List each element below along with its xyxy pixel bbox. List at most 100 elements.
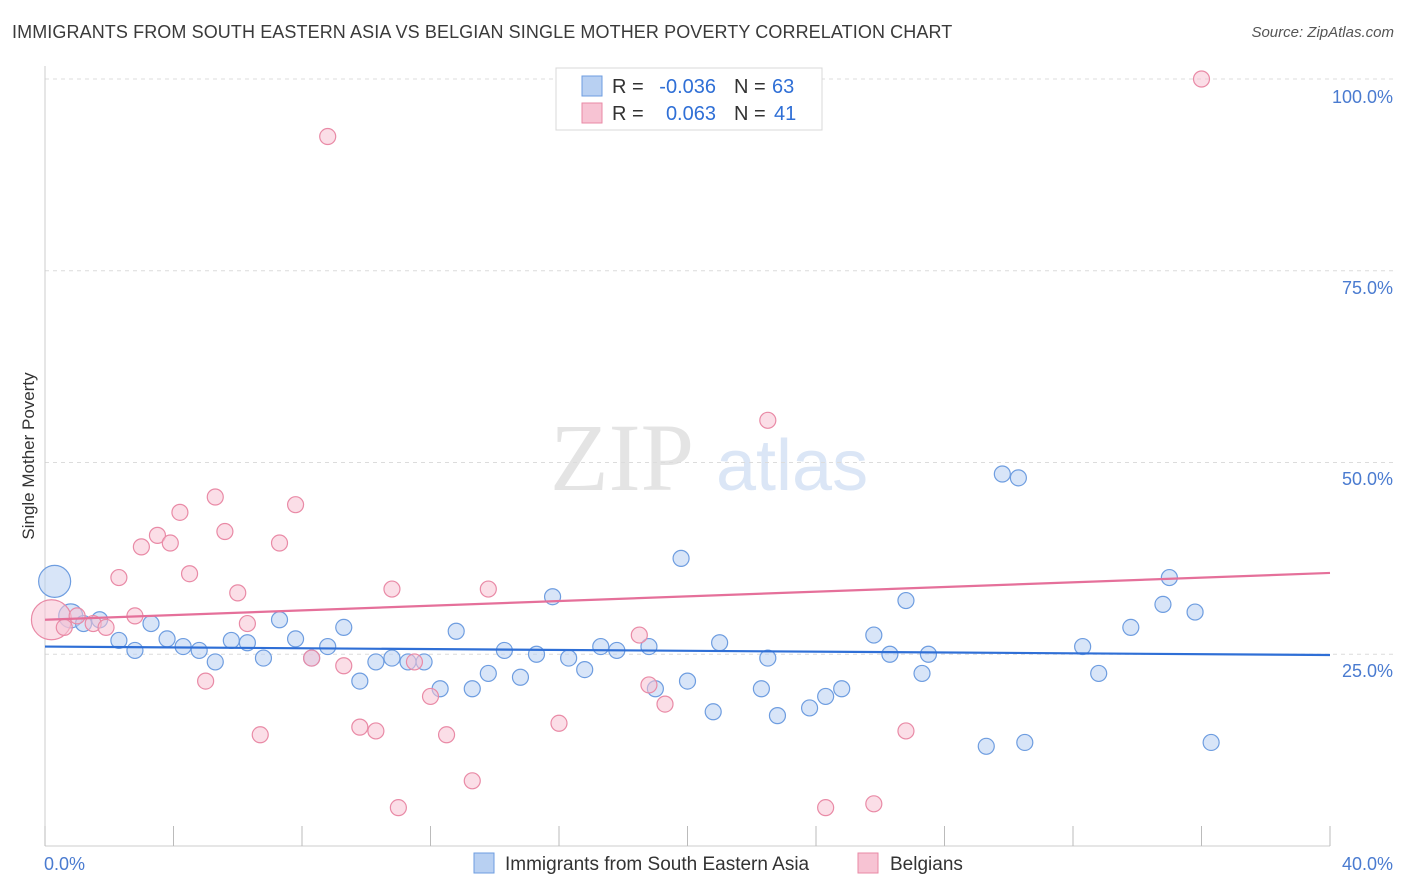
point-immigrants-7 <box>158 630 176 648</box>
series-belgians <box>30 70 1211 817</box>
point-belgians-35 <box>656 695 674 713</box>
point-belgians-32 <box>550 714 568 732</box>
point-immigrants-58 <box>1090 664 1108 683</box>
bottom-legend-label-pink: Belgians <box>890 854 963 875</box>
point-belgians-29 <box>437 726 456 744</box>
point-belgians-33 <box>630 626 648 644</box>
point-immigrants-34 <box>592 637 610 656</box>
trend-lines <box>44 571 1331 657</box>
point-immigrants-17 <box>319 637 337 656</box>
point-belgians-5 <box>110 568 128 587</box>
legend-n-label-1: N = <box>734 76 766 98</box>
point-belgians-30 <box>463 772 481 790</box>
point-immigrants-39 <box>678 672 697 690</box>
legend-n-value-1: 63 <box>772 76 794 98</box>
legend-swatch-pink <box>581 102 603 124</box>
point-immigrants-5 <box>126 641 144 660</box>
legend-swatch-blue <box>581 75 603 97</box>
point-belgians-17 <box>251 726 269 744</box>
bottom-legend-label-blue: Immigrants from South Eastern Asia <box>505 854 810 875</box>
point-immigrants-40 <box>704 703 722 721</box>
point-belgians-9 <box>161 534 179 552</box>
legend-r-label-1: R = <box>612 76 644 98</box>
trend-line-blue <box>44 645 1331 657</box>
point-immigrants-38 <box>672 549 690 567</box>
point-belgians-36 <box>759 411 777 429</box>
trend-line-pink <box>44 571 1331 621</box>
bottom-legend-swatch-blue <box>473 852 495 874</box>
point-immigrants-60 <box>1154 595 1172 613</box>
point-immigrants-33 <box>576 660 594 679</box>
legend-r-value-1: -0.036 <box>659 76 716 98</box>
point-immigrants-13 <box>254 649 273 667</box>
point-immigrants-41 <box>711 634 729 652</box>
point-belgians-39 <box>897 722 915 740</box>
point-immigrants-15 <box>286 630 305 648</box>
point-immigrants-45 <box>800 699 819 717</box>
point-immigrants-57 <box>1074 637 1092 656</box>
y-tick-label-100: 100.0% <box>1332 87 1393 107</box>
point-immigrants-21 <box>383 649 401 667</box>
point-belgians-12 <box>197 672 215 690</box>
point-immigrants-4 <box>110 631 128 650</box>
axes <box>44 66 1331 847</box>
point-belgians-19 <box>286 496 305 514</box>
point-belgians-24 <box>367 722 385 740</box>
point-belgians-4 <box>97 618 115 637</box>
point-belgians-37 <box>817 799 835 817</box>
point-immigrants-0 <box>38 564 72 598</box>
series-legend: Immigrants from South Eastern Asia Belgi… <box>473 852 963 875</box>
point-immigrants-32 <box>560 649 578 667</box>
legend-r-label-2: R = <box>612 103 644 125</box>
y-tick-label-50: 50.0% <box>1342 469 1393 489</box>
point-belgians-25 <box>383 580 401 598</box>
point-immigrants-59 <box>1122 618 1140 637</box>
point-immigrants-47 <box>833 680 851 698</box>
legend-n-value-2: 41 <box>774 103 796 125</box>
bottom-legend-swatch-pink <box>857 852 879 874</box>
point-belgians-18 <box>270 534 289 552</box>
point-immigrants-43 <box>759 649 777 667</box>
point-belgians-14 <box>216 522 234 541</box>
point-belgians-34 <box>640 676 658 694</box>
point-immigrants-53 <box>977 737 995 755</box>
point-immigrants-50 <box>897 591 915 610</box>
point-belgians-15 <box>229 584 247 602</box>
correlation-legend: R = -0.036 N = 63 R = 0.063 N = 41 <box>555 67 823 131</box>
point-belgians-10 <box>171 503 189 521</box>
point-belgians-27 <box>405 653 424 671</box>
point-belgians-2 <box>68 607 86 625</box>
x-tick-label-min: 0.0% <box>44 854 85 874</box>
point-immigrants-49 <box>881 645 899 663</box>
point-immigrants-30 <box>527 645 546 663</box>
y-tick-label-75: 75.0% <box>1342 278 1393 298</box>
point-belgians-40 <box>1192 70 1211 88</box>
legend-r-value-2: 0.063 <box>666 103 716 125</box>
x-tick-label-max: 40.0% <box>1342 854 1393 874</box>
point-immigrants-19 <box>351 672 369 690</box>
point-belgians-22 <box>335 657 353 675</box>
point-belgians-20 <box>303 649 321 667</box>
point-immigrants-14 <box>270 611 289 629</box>
point-immigrants-9 <box>190 641 208 660</box>
point-immigrants-12 <box>238 634 256 652</box>
chart-title: IMMIGRANTS FROM SOUTH EASTERN ASIA VS BE… <box>12 22 953 42</box>
point-immigrants-27 <box>479 664 497 683</box>
point-immigrants-56 <box>1016 733 1034 752</box>
point-belgians-31 <box>479 580 497 598</box>
point-immigrants-6 <box>142 614 160 633</box>
point-immigrants-26 <box>463 680 481 698</box>
point-immigrants-10 <box>206 653 224 671</box>
point-belgians-1 <box>55 618 73 637</box>
point-belgians-38 <box>865 795 883 813</box>
point-immigrants-11 <box>222 631 240 650</box>
point-immigrants-55 <box>1009 469 1027 487</box>
point-immigrants-20 <box>367 653 385 671</box>
point-belgians-11 <box>180 565 199 583</box>
y-tick-label-25: 25.0% <box>1342 661 1393 681</box>
point-belgians-8 <box>148 526 167 544</box>
point-belgians-16 <box>238 614 256 633</box>
point-immigrants-63 <box>1202 733 1220 752</box>
legend-n-label-2: N = <box>734 103 766 125</box>
